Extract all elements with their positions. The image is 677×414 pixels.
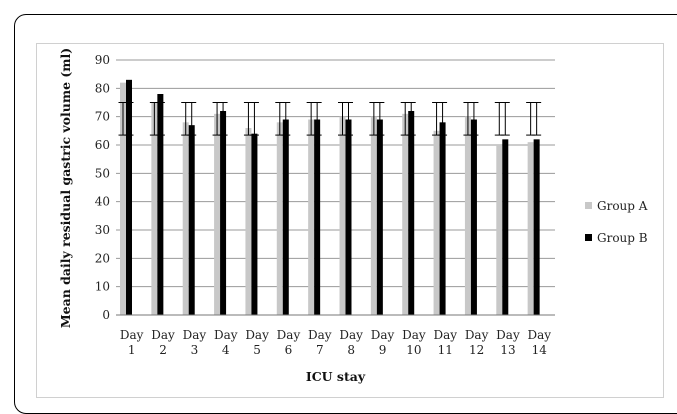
bar-group-a xyxy=(370,116,377,316)
bar-group-a xyxy=(308,119,315,315)
bar-group-a xyxy=(151,102,158,315)
bar-group-b xyxy=(188,125,195,316)
bar-group-a xyxy=(120,82,126,316)
bar-group-b xyxy=(282,119,289,315)
x-tick-label: 2 xyxy=(159,343,167,357)
x-tick-label: Day xyxy=(120,328,144,342)
bar-group-b xyxy=(157,94,164,315)
x-tick-label: Day xyxy=(465,328,489,342)
error-bar xyxy=(281,102,291,136)
bar-group-b xyxy=(533,139,540,315)
x-tick-label: 3 xyxy=(191,343,199,357)
error-bar xyxy=(532,102,542,136)
x-tick-label: Day xyxy=(402,328,426,342)
bar-group-b xyxy=(439,122,446,315)
x-tick-label: Day xyxy=(308,328,332,342)
x-tick-label: 4 xyxy=(222,343,230,357)
x-tick-label: 11 xyxy=(438,343,453,357)
legend-label: Group A xyxy=(597,199,648,213)
error-bar xyxy=(500,102,510,136)
x-tick-label: Day xyxy=(433,328,457,342)
bar-group-b xyxy=(502,139,509,315)
x-tick-label: 7 xyxy=(316,343,324,357)
error-bar xyxy=(438,102,448,136)
bar-group-a xyxy=(464,116,471,316)
x-tick-label: Day xyxy=(371,328,395,342)
x-tick-label: 6 xyxy=(285,343,293,357)
bar-group-b xyxy=(470,119,477,315)
bar-group-b xyxy=(251,133,258,315)
error-bar xyxy=(155,102,165,136)
legend: Group A Group B xyxy=(585,199,648,245)
x-tick-label: 13 xyxy=(500,343,515,357)
bar-group-a xyxy=(214,113,221,315)
error-bar xyxy=(187,102,197,136)
y-axis-label: Mean daily residual gastric volume (ml) xyxy=(58,48,73,328)
error-bar xyxy=(526,102,536,136)
bar-group-b xyxy=(126,79,132,315)
bar-group-b xyxy=(314,119,321,315)
error-bar xyxy=(406,102,416,136)
error-bar xyxy=(312,102,322,136)
error-bar xyxy=(469,102,479,136)
y-tick-label: 40 xyxy=(95,195,110,209)
x-axis-label: ICU stay xyxy=(306,369,366,384)
y-axis-ticks: 0 10 20 30 40 50 60 70 80 90 xyxy=(95,53,110,322)
y-tick-label: 30 xyxy=(95,223,110,237)
y-tick-label: 60 xyxy=(95,138,110,152)
x-tick-label: 9 xyxy=(379,343,387,357)
bar-group-a xyxy=(245,128,252,315)
x-axis-ticks: Day1Day2Day3Day4Day5Day6Day7Day8Day9Day1… xyxy=(120,328,551,357)
bar-group-b xyxy=(408,111,415,315)
y-tick-label: 50 xyxy=(95,166,110,180)
legend-swatch xyxy=(585,202,592,209)
legend-label: Group B xyxy=(597,231,648,245)
x-tick-label: Day xyxy=(245,328,269,342)
error-bar xyxy=(344,102,353,136)
bar-group-a xyxy=(496,145,503,315)
y-tick-label: 10 xyxy=(95,280,110,294)
error-bar xyxy=(243,102,253,136)
bar-group-a xyxy=(433,130,440,315)
x-tick-label: Day xyxy=(214,328,238,342)
x-tick-label: 14 xyxy=(532,343,548,357)
bars xyxy=(120,79,540,316)
y-tick-label: 20 xyxy=(95,251,110,265)
x-tick-label: Day xyxy=(528,328,552,342)
x-tick-label: Day xyxy=(496,328,520,342)
x-tick-label: 12 xyxy=(469,343,484,357)
error-bar xyxy=(494,102,504,136)
x-tick-label: Day xyxy=(277,328,301,342)
bar-group-a xyxy=(402,113,409,315)
x-tick-label: Day xyxy=(339,328,363,342)
bar-group-a xyxy=(527,142,534,315)
x-tick-label: 5 xyxy=(253,343,261,357)
y-tick-label: 90 xyxy=(95,53,110,67)
y-tick-label: 0 xyxy=(102,308,110,322)
error-bar xyxy=(218,102,228,136)
x-tick-label: 10 xyxy=(406,343,421,357)
bar-group-b xyxy=(376,119,383,315)
error-bar xyxy=(375,102,385,136)
bar-group-a xyxy=(182,122,189,315)
bar-group-a xyxy=(339,116,346,316)
bar-group-a xyxy=(276,122,283,315)
bar-group-b xyxy=(220,111,227,315)
bar-group-b xyxy=(345,119,352,315)
error-bars xyxy=(118,102,542,136)
error-bar xyxy=(249,102,259,136)
x-tick-label: 1 xyxy=(128,343,136,357)
gridlines xyxy=(116,59,555,316)
x-tick-label: 8 xyxy=(347,343,355,357)
y-tick-label: 70 xyxy=(95,110,110,124)
y-tick-label: 80 xyxy=(95,81,110,95)
x-tick-label: Day xyxy=(183,328,207,342)
legend-swatch xyxy=(585,234,592,241)
x-tick-label: Day xyxy=(151,328,175,342)
error-bar xyxy=(124,102,134,136)
